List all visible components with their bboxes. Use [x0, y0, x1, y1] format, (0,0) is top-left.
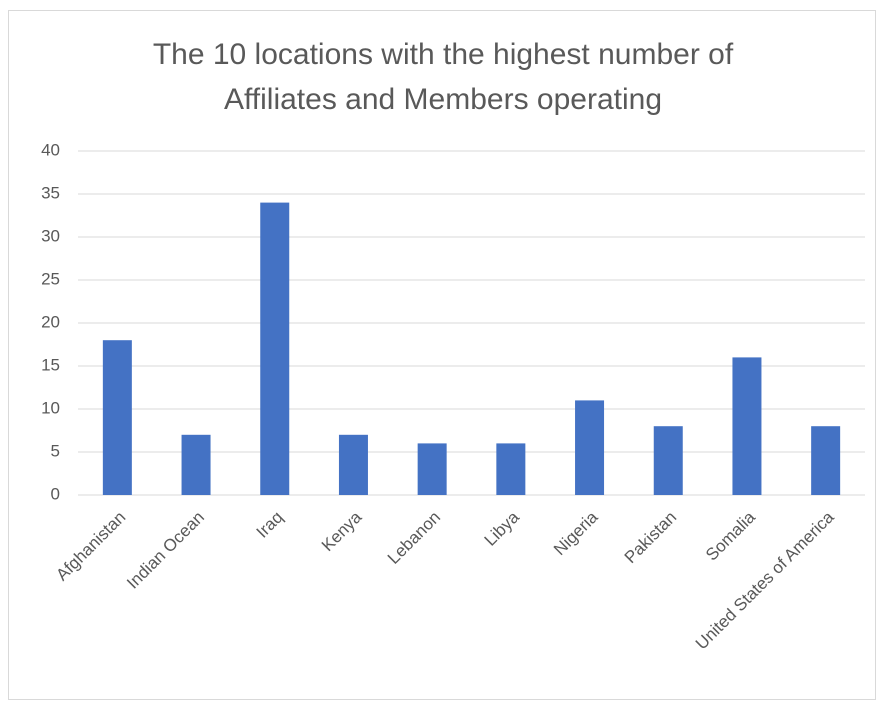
x-tick-label: Iraq — [253, 508, 287, 542]
chart-title: The 10 locations with the highest number… — [152, 38, 734, 116]
bar — [653, 426, 683, 495]
bar — [338, 434, 368, 495]
x-tick-label: Pakistan — [621, 508, 681, 568]
y-tick-label: 40 — [41, 140, 60, 159]
y-tick-label: 10 — [41, 398, 60, 417]
x-tick-label: Libya — [481, 507, 524, 550]
y-tick-label: 20 — [41, 312, 60, 331]
y-tick-label: 25 — [41, 269, 60, 288]
bar — [417, 443, 447, 495]
bar — [181, 434, 211, 495]
bar — [260, 202, 290, 495]
x-tick-label: United States of America — [692, 507, 838, 653]
y-tick-label: 30 — [41, 226, 60, 245]
y-tick-label: 15 — [41, 355, 60, 374]
x-tick-label: Lebanon — [384, 508, 444, 568]
y-tick-label: 35 — [41, 183, 60, 202]
x-tick-label: Afghanistan — [52, 508, 129, 585]
x-tick-label: Somalia — [702, 507, 759, 564]
bar — [575, 400, 605, 495]
bar — [496, 443, 526, 495]
x-tick-label: Nigeria — [550, 507, 602, 559]
bar — [732, 357, 762, 495]
chart-border — [8, 10, 876, 700]
bar — [811, 426, 841, 495]
y-tick-label: 5 — [51, 441, 60, 460]
x-tick-label: Indian Ocean — [123, 508, 208, 593]
y-tick-label: 0 — [51, 484, 60, 503]
bar — [102, 340, 132, 495]
x-tick-label: Kenya — [318, 507, 366, 555]
